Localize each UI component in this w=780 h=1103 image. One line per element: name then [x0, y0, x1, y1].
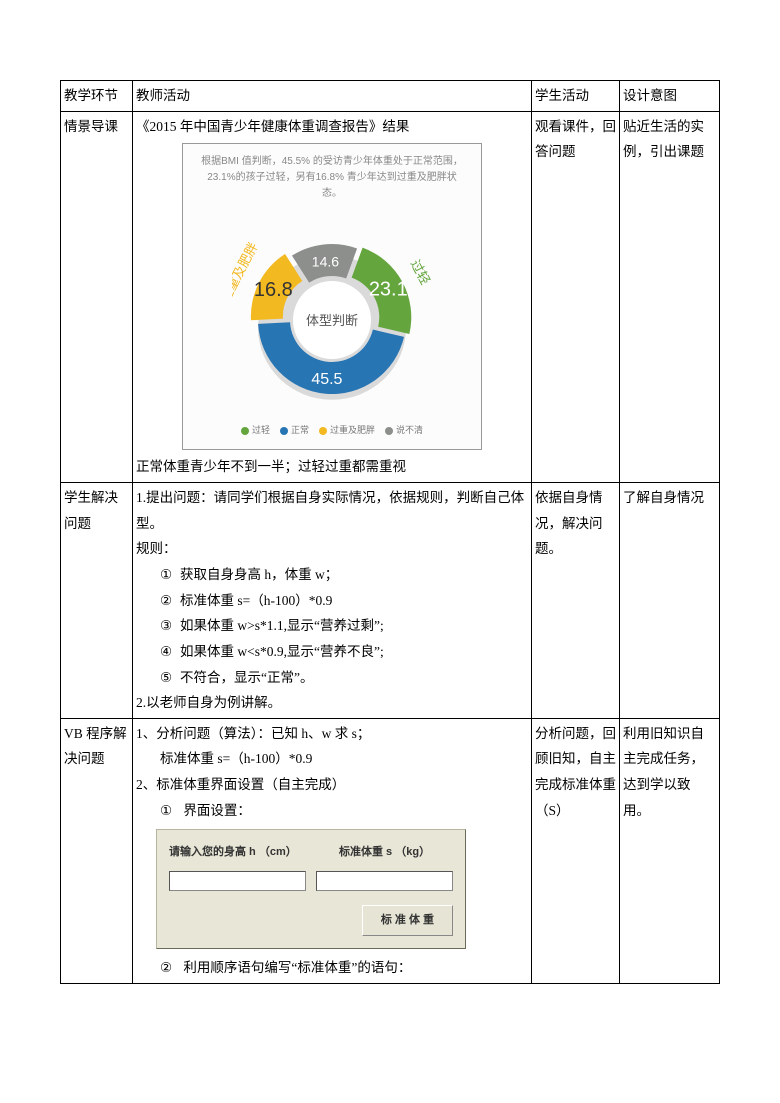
- rules-list: ①获取自身身高 h，体重 w；②标准体重 s=（h-100）*0.9③如果体重 …: [136, 562, 528, 690]
- donut-chart: 体型判断23.145.516.814.6过轻过重及肥胖: [232, 216, 432, 416]
- svg-text:体型判断: 体型判断: [306, 313, 358, 328]
- vb-label-weight: 标准体重 s （kg）: [339, 842, 430, 863]
- bmi-chart-card: 根据BMI 值判断，45.5% 的受访青少年体重处于正常范围， 23.1%的孩子…: [182, 143, 482, 450]
- legend-item: 过重及肥胖: [319, 422, 375, 439]
- chart-legend: 过轻正常过重及肥胖说不清: [183, 422, 481, 439]
- problem-intro: 1.提出问题：请同学们根据自身实际情况，依据规则，判断自己体型。: [136, 485, 528, 536]
- header-stage: 教学环节: [61, 81, 133, 112]
- svg-text:45.5: 45.5: [311, 371, 342, 388]
- vb-form-mock: 请输入您的身高 h （cm） 标准体重 s （kg） 标 准 体 重: [156, 829, 466, 949]
- header-intent: 设计意图: [620, 81, 720, 112]
- vb-calc-button[interactable]: 标 准 体 重: [362, 905, 453, 936]
- stage-cell: 情景导课: [61, 111, 133, 482]
- rule-item: ③如果体重 w>s*1.1,显示“营养过剩”;: [136, 613, 528, 639]
- svg-text:16.8: 16.8: [254, 279, 293, 301]
- teacher-cell: 1.提出问题：请同学们根据自身实际情况，依据规则，判断自己体型。 规则： ①获取…: [133, 483, 532, 719]
- vb-label-height: 请输入您的身高 h （cm）: [169, 842, 339, 863]
- legend-item: 说不清: [385, 422, 423, 439]
- analysis-line: 1、分析问题（算法）：已知 h、w 求 s；: [136, 721, 528, 747]
- svg-text:14.6: 14.6: [312, 254, 339, 270]
- lesson-plan-table: 教学环节 教师活动 学生活动 设计意图 情景导课 《2015 年中国青少年健康体…: [60, 80, 720, 984]
- student-cell: 分析问题，回顾旧知，自主完成标准体重（S）: [532, 718, 620, 983]
- step-1: ① 界面设置：: [136, 798, 528, 824]
- intent-cell: 了解自身情况: [620, 483, 720, 719]
- intent-cell: 利用旧知识自主完成任务，达到学以致用。: [620, 718, 720, 983]
- formula-line: 标准体重 s=（h-100）*0.9: [136, 746, 528, 772]
- rule-item: ①获取自身身高 h，体重 w；: [136, 562, 528, 588]
- legend-dot-icon: [280, 427, 288, 435]
- header-student: 学生活动: [532, 81, 620, 112]
- svg-text:23.1: 23.1: [369, 279, 408, 301]
- intent-cell: 贴近生活的实例，引出课题: [620, 111, 720, 482]
- rule-item: ②标准体重 s=（h-100）*0.9: [136, 588, 528, 614]
- chart-subtitle: 根据BMI 值判断，45.5% 的受访青少年体重处于正常范围， 23.1%的孩子…: [183, 144, 481, 208]
- problem-outro: 2.以老师自身为例讲解。: [136, 690, 528, 716]
- report-title: 《2015 年中国青少年健康体重调查报告》结果: [136, 114, 528, 140]
- chart-caption: 正常体重青少年不到一半；过轻过重都需重视: [136, 454, 528, 480]
- header-teacher: 教师活动: [133, 81, 532, 112]
- rules-label: 规则：: [136, 536, 528, 562]
- rule-item: ⑤不符合，显示“正常”。: [136, 665, 528, 691]
- student-cell: 观看课件，回答问题: [532, 111, 620, 482]
- rule-item: ④如果体重 w<s*0.9,显示“营养不良”;: [136, 639, 528, 665]
- table-row: 情景导课 《2015 年中国青少年健康体重调查报告》结果 根据BMI 值判断，4…: [61, 111, 720, 482]
- step-2: ② 利用顺序语句编写“标准体重”的语句：: [136, 955, 528, 981]
- table-header-row: 教学环节 教师活动 学生活动 设计意图: [61, 81, 720, 112]
- legend-dot-icon: [241, 427, 249, 435]
- teacher-cell: 1、分析问题（算法）：已知 h、w 求 s； 标准体重 s=（h-100）*0.…: [133, 718, 532, 983]
- teacher-cell: 《2015 年中国青少年健康体重调查报告》结果 根据BMI 值判断，45.5% …: [133, 111, 532, 482]
- table-row: VB 程序解决问题 1、分析问题（算法）：已知 h、w 求 s； 标准体重 s=…: [61, 718, 720, 983]
- stage-cell: 学生解决问题: [61, 483, 133, 719]
- svg-text:过轻: 过轻: [408, 257, 432, 287]
- legend-dot-icon: [319, 427, 327, 435]
- stage-cell: VB 程序解决问题: [61, 718, 133, 983]
- vb-input-height[interactable]: [169, 871, 306, 891]
- table-row: 学生解决问题 1.提出问题：请同学们根据自身实际情况，依据规则，判断自己体型。 …: [61, 483, 720, 719]
- legend-item: 过轻: [241, 422, 270, 439]
- legend-dot-icon: [385, 427, 393, 435]
- ui-setup-line: 2、标准体重界面设置（自主完成）: [136, 772, 528, 798]
- student-cell: 依据自身情况，解决问题。: [532, 483, 620, 719]
- legend-item: 正常: [280, 422, 309, 439]
- vb-input-weight[interactable]: [316, 871, 453, 891]
